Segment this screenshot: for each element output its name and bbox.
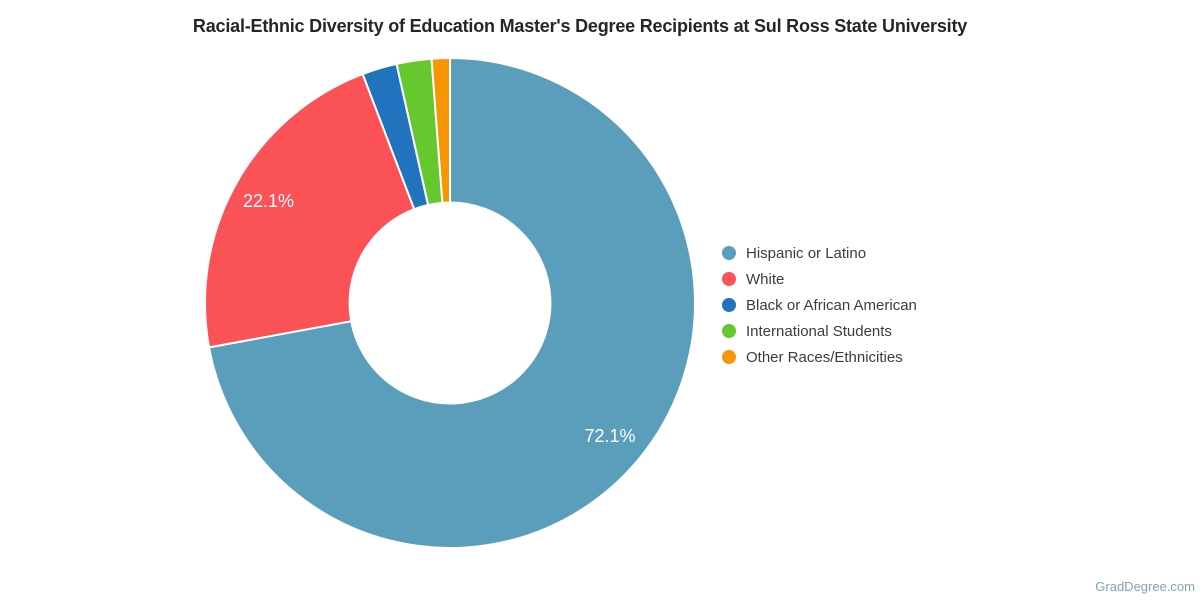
legend-item-black-or-african-american[interactable]: Black or African American <box>722 292 917 318</box>
legend-marker-icon <box>722 350 736 364</box>
watermark: GradDegree.com <box>1095 579 1195 594</box>
chart-title: Racial-Ethnic Diversity of Education Mas… <box>192 16 968 36</box>
legend: Hispanic or Latino White Black or African … <box>722 240 917 370</box>
legend-label: Other Races/Ethnicities <box>746 348 903 366</box>
pie-slice-white[interactable] <box>204 73 416 349</box>
pie-slice-hispanic-or-latino[interactable] <box>208 57 696 549</box>
legend-item-hispanic-or-latino[interactable]: Hispanic or Latino <box>722 240 917 266</box>
legend-item-international-students[interactable]: International Students <box>722 318 917 344</box>
legend-item-white[interactable]: White <box>722 266 917 292</box>
legend-label: International Students <box>746 322 892 340</box>
legend-marker-icon <box>722 324 736 338</box>
legend-marker-icon <box>722 272 736 286</box>
slice-value-label-hispanic-or-latino: 72.1% <box>584 426 635 446</box>
legend-marker-icon <box>722 298 736 312</box>
legend-item-other-races-ethnicities[interactable]: Other Races/Ethnicities <box>722 344 917 370</box>
donut-chart: 72.1% 22.1% <box>204 57 696 549</box>
legend-marker-icon <box>722 246 736 260</box>
slice-value-label-white: 22.1% <box>243 191 294 211</box>
legend-label: Hispanic or Latino <box>746 244 867 262</box>
pie-slice-other-races-ethnicities[interactable] <box>430 57 451 204</box>
legend-label: Black or African American <box>746 296 917 314</box>
legend-label: White <box>746 270 785 288</box>
